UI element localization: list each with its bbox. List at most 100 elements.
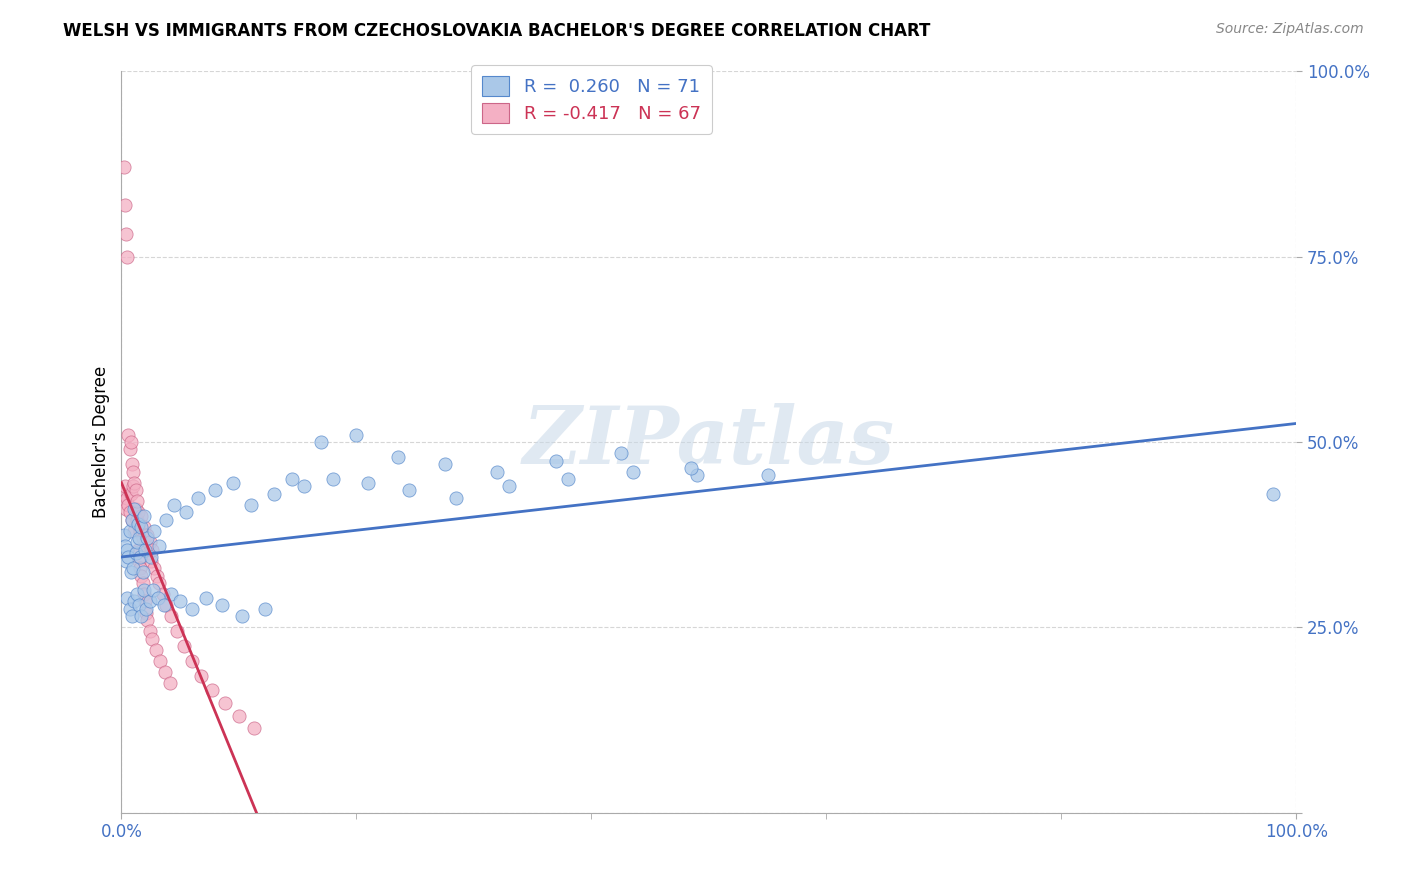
Point — [173, 639, 195, 653]
Point — [128, 532, 150, 546]
Text: ZIPatlas: ZIPatlas — [523, 403, 896, 481]
Point — [131, 509, 153, 524]
Point — [141, 542, 163, 557]
Point — [120, 434, 142, 449]
Point — [686, 468, 709, 483]
Point — [433, 457, 456, 471]
Point — [122, 465, 145, 479]
Point — [114, 539, 136, 553]
Point — [222, 475, 245, 490]
Point — [398, 483, 420, 498]
Point — [181, 602, 204, 616]
Point — [253, 602, 276, 616]
Point — [152, 598, 174, 612]
Point — [124, 594, 146, 608]
Point — [546, 453, 568, 467]
Point — [115, 501, 138, 516]
Point — [112, 527, 135, 541]
Point — [115, 554, 138, 568]
Point — [139, 554, 162, 568]
Point — [143, 524, 166, 538]
Point — [117, 427, 139, 442]
Point — [117, 549, 139, 564]
Point — [131, 609, 153, 624]
Point — [138, 546, 160, 560]
Point — [136, 532, 159, 546]
Point — [155, 513, 177, 527]
Point — [134, 527, 156, 541]
Point — [169, 594, 191, 608]
Point — [136, 613, 159, 627]
Point — [190, 668, 212, 682]
Point — [1261, 487, 1284, 501]
Point — [120, 565, 142, 579]
Point — [112, 161, 135, 175]
Point — [129, 549, 152, 564]
Point — [148, 576, 170, 591]
Text: WELSH VS IMMIGRANTS FROM CZECHOSLOVAKIA BACHELOR'S DEGREE CORRELATION CHART: WELSH VS IMMIGRANTS FROM CZECHOSLOVAKIA … — [63, 22, 931, 40]
Point — [163, 498, 186, 512]
Point — [112, 494, 135, 508]
Point — [204, 483, 226, 498]
Point — [159, 587, 181, 601]
Point — [139, 549, 162, 564]
Point — [121, 513, 143, 527]
Point — [292, 479, 315, 493]
Point — [117, 491, 139, 505]
Point — [138, 624, 160, 639]
Point — [124, 501, 146, 516]
Point — [122, 561, 145, 575]
Point — [557, 472, 579, 486]
Point — [128, 598, 150, 612]
Point — [149, 654, 172, 668]
Point — [117, 250, 139, 264]
Point — [118, 524, 141, 538]
Y-axis label: Bachelor's Degree: Bachelor's Degree — [93, 366, 110, 518]
Point — [498, 479, 520, 493]
Point — [263, 487, 285, 501]
Point — [281, 472, 304, 486]
Point — [121, 513, 143, 527]
Point — [122, 479, 145, 493]
Point — [231, 609, 253, 624]
Point — [124, 524, 146, 538]
Point — [129, 524, 152, 538]
Point — [211, 598, 233, 612]
Point — [138, 594, 160, 608]
Point — [134, 594, 156, 608]
Point — [134, 542, 156, 557]
Point — [387, 450, 409, 464]
Point — [114, 479, 136, 493]
Point — [155, 598, 177, 612]
Point — [446, 491, 468, 505]
Point — [166, 624, 188, 639]
Point — [174, 506, 197, 520]
Point — [117, 498, 139, 512]
Point — [357, 475, 380, 490]
Point — [129, 561, 152, 575]
Point — [124, 501, 146, 516]
Point — [128, 554, 150, 568]
Point — [132, 583, 155, 598]
Point — [153, 665, 176, 679]
Point — [132, 587, 155, 601]
Point — [309, 434, 332, 449]
Point — [117, 591, 139, 605]
Point — [148, 539, 170, 553]
Point — [121, 609, 143, 624]
Point — [118, 442, 141, 457]
Point — [124, 475, 146, 490]
Point — [621, 465, 644, 479]
Point — [195, 591, 218, 605]
Point — [121, 457, 143, 471]
Point — [131, 568, 153, 582]
Point — [610, 446, 633, 460]
Point — [146, 591, 169, 605]
Point — [125, 587, 148, 601]
Point — [127, 506, 149, 520]
Point — [132, 509, 155, 524]
Point — [187, 491, 209, 505]
Point — [159, 609, 181, 624]
Point — [125, 535, 148, 549]
Point — [115, 227, 138, 242]
